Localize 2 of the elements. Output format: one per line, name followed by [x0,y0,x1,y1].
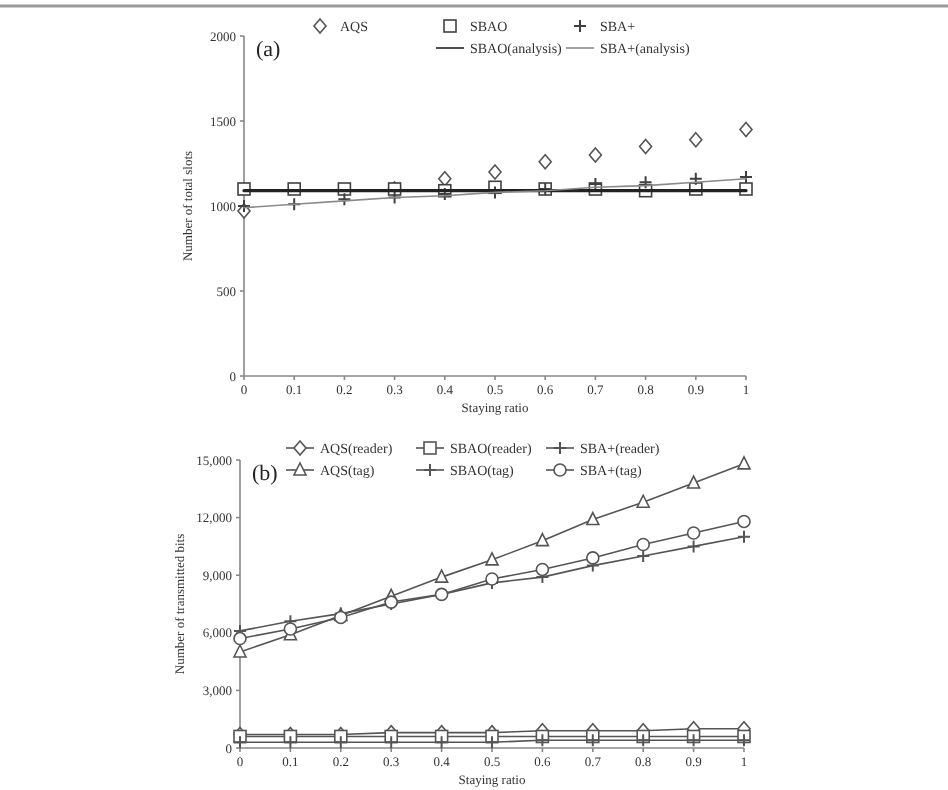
chart-title: (b) [252,462,279,486]
chart-title: (a) [256,38,282,62]
